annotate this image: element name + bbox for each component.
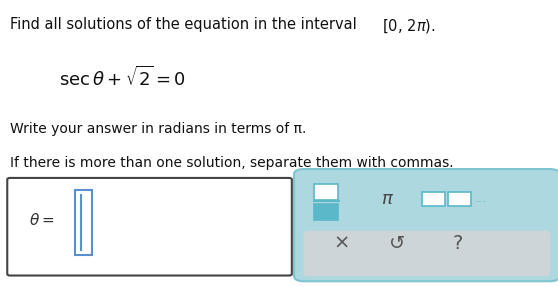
FancyBboxPatch shape	[448, 192, 471, 206]
FancyBboxPatch shape	[304, 231, 550, 276]
Text: ?: ?	[453, 234, 463, 253]
FancyBboxPatch shape	[294, 169, 558, 281]
FancyBboxPatch shape	[75, 190, 92, 255]
Text: Write your answer in radians in terms of π.: Write your answer in radians in terms of…	[10, 122, 306, 136]
Text: ...: ...	[474, 192, 487, 205]
FancyBboxPatch shape	[422, 192, 445, 206]
FancyBboxPatch shape	[7, 178, 292, 276]
FancyBboxPatch shape	[314, 204, 338, 220]
Text: ↺: ↺	[389, 234, 406, 253]
Text: ×: ×	[333, 234, 350, 253]
FancyBboxPatch shape	[314, 184, 338, 200]
Text: $\theta =$: $\theta =$	[29, 212, 55, 228]
Text: $\pi$: $\pi$	[381, 191, 395, 208]
Text: Find all solutions of the equation in the interval: Find all solutions of the equation in th…	[10, 17, 362, 32]
Text: If there is more than one solution, separate them with commas.: If there is more than one solution, sepa…	[10, 156, 454, 170]
Text: $\left[0,\,2\pi\right).$: $\left[0,\,2\pi\right).$	[382, 17, 436, 35]
Text: $\mathrm{sec}\,\theta + \sqrt{2} = 0$: $\mathrm{sec}\,\theta + \sqrt{2} = 0$	[59, 66, 186, 90]
